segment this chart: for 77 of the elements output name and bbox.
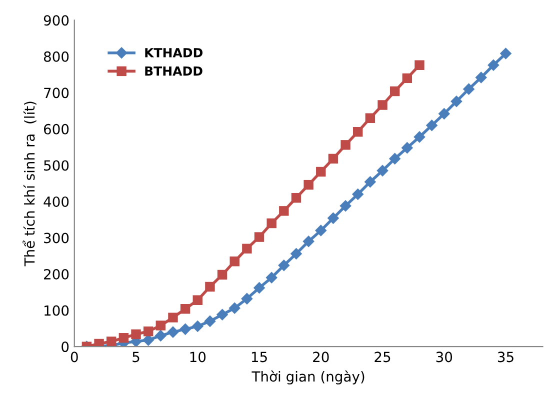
y-tick-label: 800 <box>44 51 69 62</box>
point <box>278 259 290 272</box>
point <box>192 320 204 332</box>
point <box>438 108 450 120</box>
x-tick-label: 25 <box>374 352 390 362</box>
x-tick-label: 30 <box>436 352 452 362</box>
x-tick-label: 15 <box>252 352 267 362</box>
x-tick-label: 0 <box>70 352 78 362</box>
legend-label: BTHADD <box>145 66 202 76</box>
y-tick-label: 100 <box>44 305 69 316</box>
point <box>314 224 327 236</box>
y-tick-label: 200 <box>44 269 69 280</box>
point <box>414 60 424 70</box>
point <box>242 244 252 254</box>
point <box>352 188 364 200</box>
point <box>179 323 192 336</box>
y-axis-title: Thể tích khí sinh ra (lít) <box>22 102 36 266</box>
point <box>192 295 202 306</box>
point <box>450 96 462 108</box>
y-tick-label: 900 <box>44 15 69 26</box>
point <box>253 282 266 294</box>
point <box>118 333 129 343</box>
legend-label: KTHADD <box>145 48 202 58</box>
point <box>376 164 388 177</box>
point <box>266 272 278 284</box>
point <box>291 193 302 203</box>
point <box>167 326 179 338</box>
point <box>106 336 116 346</box>
point <box>304 180 314 190</box>
point <box>316 166 326 177</box>
y-tick-label: 300 <box>44 232 69 244</box>
point <box>228 302 240 314</box>
point <box>414 131 426 143</box>
point <box>388 152 401 165</box>
x-tick-label: 35 <box>498 352 514 362</box>
point <box>401 142 414 154</box>
x-tick-label: 10 <box>190 352 206 362</box>
point <box>180 304 190 314</box>
point <box>327 212 340 224</box>
y-tick-label: 500 <box>44 160 69 171</box>
y-tick-label: 400 <box>44 196 69 207</box>
point <box>241 292 253 305</box>
point <box>426 119 438 132</box>
point <box>340 200 352 212</box>
point <box>402 73 412 84</box>
point <box>390 86 400 96</box>
point <box>365 113 376 123</box>
point <box>500 48 512 60</box>
point <box>205 282 215 292</box>
point <box>204 315 216 328</box>
point <box>290 248 302 260</box>
point <box>156 320 166 330</box>
x-tick-label: 20 <box>313 352 329 362</box>
point <box>279 206 289 216</box>
point <box>168 312 178 322</box>
point <box>131 329 141 340</box>
point <box>462 83 475 95</box>
point <box>143 326 154 336</box>
point <box>328 154 338 164</box>
y-tick-label: 700 <box>44 88 69 98</box>
point <box>216 308 228 321</box>
point <box>266 218 276 228</box>
x-tick-label: 5 <box>132 352 140 362</box>
point <box>364 176 376 188</box>
point <box>302 236 314 248</box>
point <box>378 100 388 110</box>
point <box>230 256 240 266</box>
point <box>353 127 363 137</box>
point <box>254 232 264 242</box>
point <box>340 140 350 150</box>
point <box>154 330 167 342</box>
y-tick-label: 0 <box>62 342 69 352</box>
point <box>217 270 228 280</box>
y-tick-label: 600 <box>44 124 69 134</box>
point <box>475 72 487 84</box>
point <box>488 59 500 72</box>
x-axis-title: Thời gian (ngày) <box>252 370 364 384</box>
